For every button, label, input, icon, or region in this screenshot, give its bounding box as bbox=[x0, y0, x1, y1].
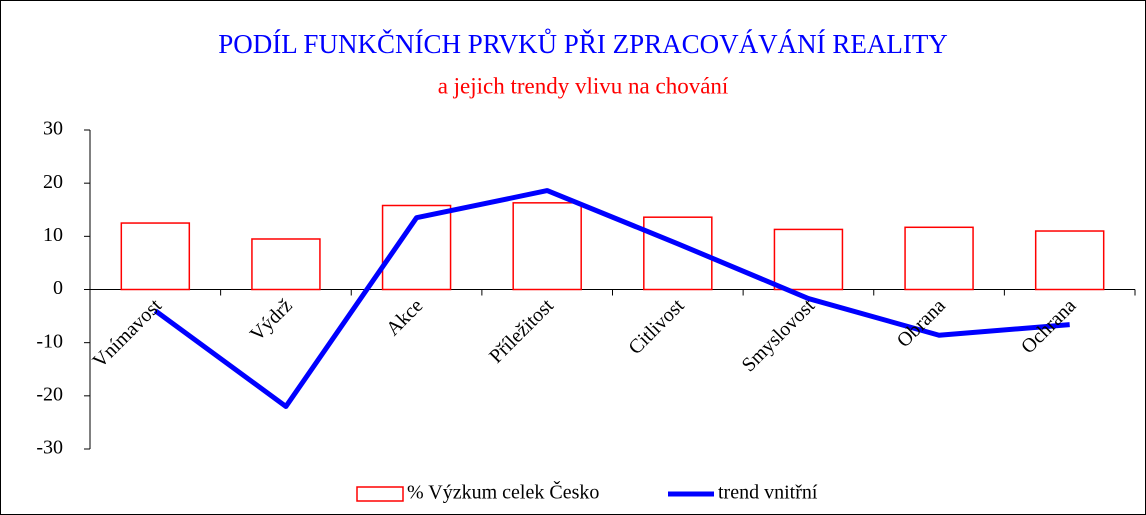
line bbox=[153, 188, 1070, 409]
y-tick-label: -30 bbox=[36, 437, 63, 459]
bar bbox=[773, 228, 844, 291]
y-tick-label: -10 bbox=[36, 330, 63, 352]
chart-subtitle: a jejich trendy vlivu na chování bbox=[438, 73, 729, 98]
bar bbox=[643, 216, 713, 291]
bar bbox=[1034, 230, 1105, 291]
bar bbox=[120, 222, 191, 291]
legend-label: % Výzkum celek Česko bbox=[407, 480, 599, 504]
y-tick-label: 20 bbox=[43, 171, 63, 193]
chart-title: PODÍL FUNKČNÍCH PRVKŮ PŘI ZPRACOVÁVÁNÍ R… bbox=[218, 28, 948, 59]
y-tick-label: 0 bbox=[53, 277, 63, 299]
bar bbox=[904, 226, 974, 291]
legend-swatch bbox=[356, 486, 404, 502]
y-tick-label: 10 bbox=[43, 224, 63, 246]
y-tick-label: 30 bbox=[43, 118, 63, 140]
legend-label: trend vnitřní bbox=[718, 482, 818, 504]
y-tick-label: -20 bbox=[36, 383, 63, 405]
bar bbox=[251, 238, 321, 291]
bar bbox=[512, 202, 582, 291]
